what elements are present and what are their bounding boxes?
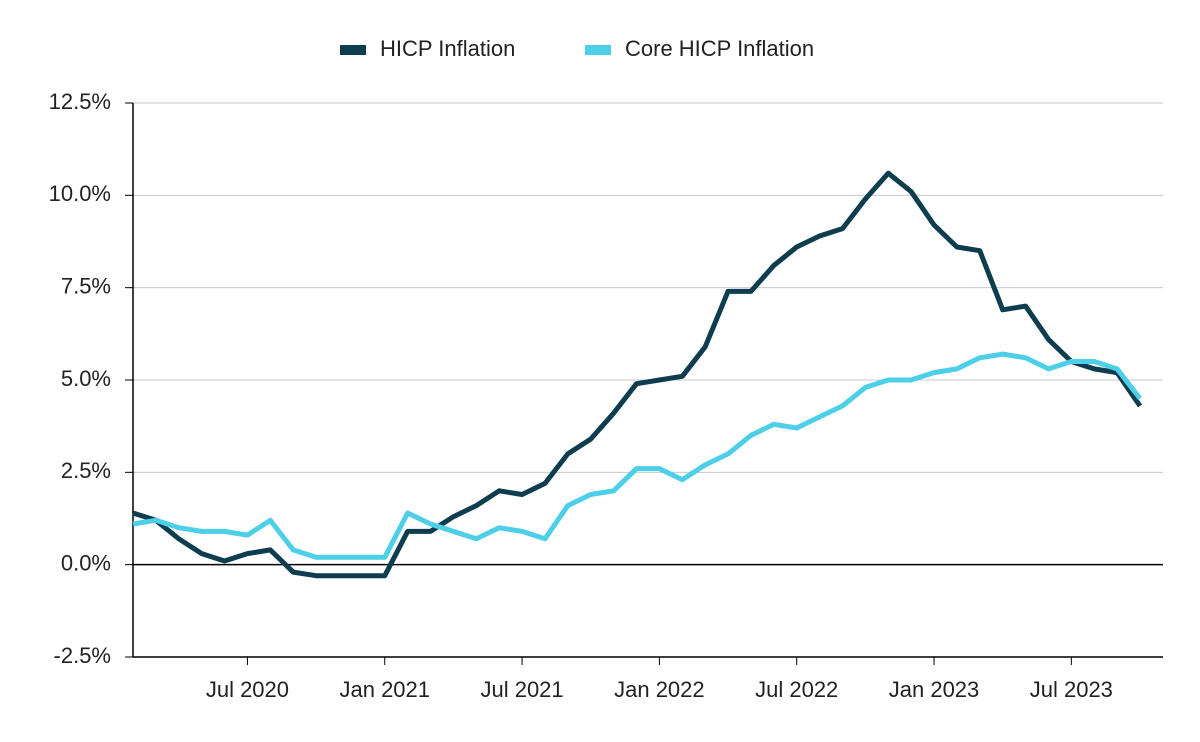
y-tick-label: 5.0% xyxy=(61,366,111,391)
x-tick-label: Jan 2021 xyxy=(339,677,430,702)
line-series xyxy=(132,351,1142,560)
x-tick-label: Jan 2023 xyxy=(889,677,980,702)
y-tick-label: 10.0% xyxy=(49,181,111,206)
x-tick-label: Jul 2022 xyxy=(755,677,838,702)
legend-label: HICP Inflation xyxy=(380,36,515,61)
legend-label: Core HICP Inflation xyxy=(625,36,814,61)
y-tick-label: -2.5% xyxy=(54,643,111,668)
line-series xyxy=(132,170,1143,579)
legend-swatch xyxy=(585,45,611,55)
x-tick-label: Jul 2020 xyxy=(206,677,289,702)
y-tick-label: 12.5% xyxy=(49,89,111,114)
y-tick-label: 2.5% xyxy=(61,458,111,483)
y-tick-label: 7.5% xyxy=(61,273,111,298)
x-tick-label: Jul 2021 xyxy=(480,677,563,702)
x-tick-label: Jul 2023 xyxy=(1030,677,1113,702)
y-tick-label: 0.0% xyxy=(61,550,111,575)
x-tick-label: Jan 2022 xyxy=(614,677,705,702)
legend-swatch xyxy=(340,45,366,55)
